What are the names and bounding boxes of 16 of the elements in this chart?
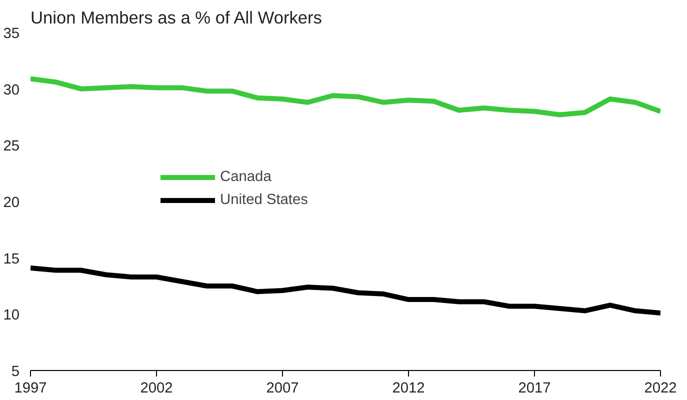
y-tick-label: 5 [11,364,20,380]
y-tick-label: 35 [3,26,20,42]
x-tick-label: 2022 [644,380,677,396]
legend-label: Canada [220,169,272,185]
x-tick-label: 2017 [518,380,551,396]
y-tick-label: 15 [3,251,20,268]
y-tick-label: 25 [3,138,20,155]
chart-title: Union Members as a % of All Workers [30,8,322,28]
x-tick-label: 1997 [14,380,47,396]
legend-label: United States [220,192,308,208]
x-tick-label: 2012 [392,380,425,396]
x-tick-label: 2007 [266,380,299,396]
y-tick-label: 20 [3,195,20,211]
y-tick-label: 10 [3,308,20,324]
y-tick-label: 30 [3,82,20,98]
x-tick-label: 2002 [140,380,173,396]
